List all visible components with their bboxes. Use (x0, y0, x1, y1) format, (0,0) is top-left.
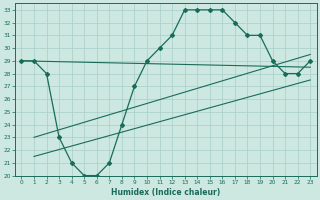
X-axis label: Humidex (Indice chaleur): Humidex (Indice chaleur) (111, 188, 220, 197)
